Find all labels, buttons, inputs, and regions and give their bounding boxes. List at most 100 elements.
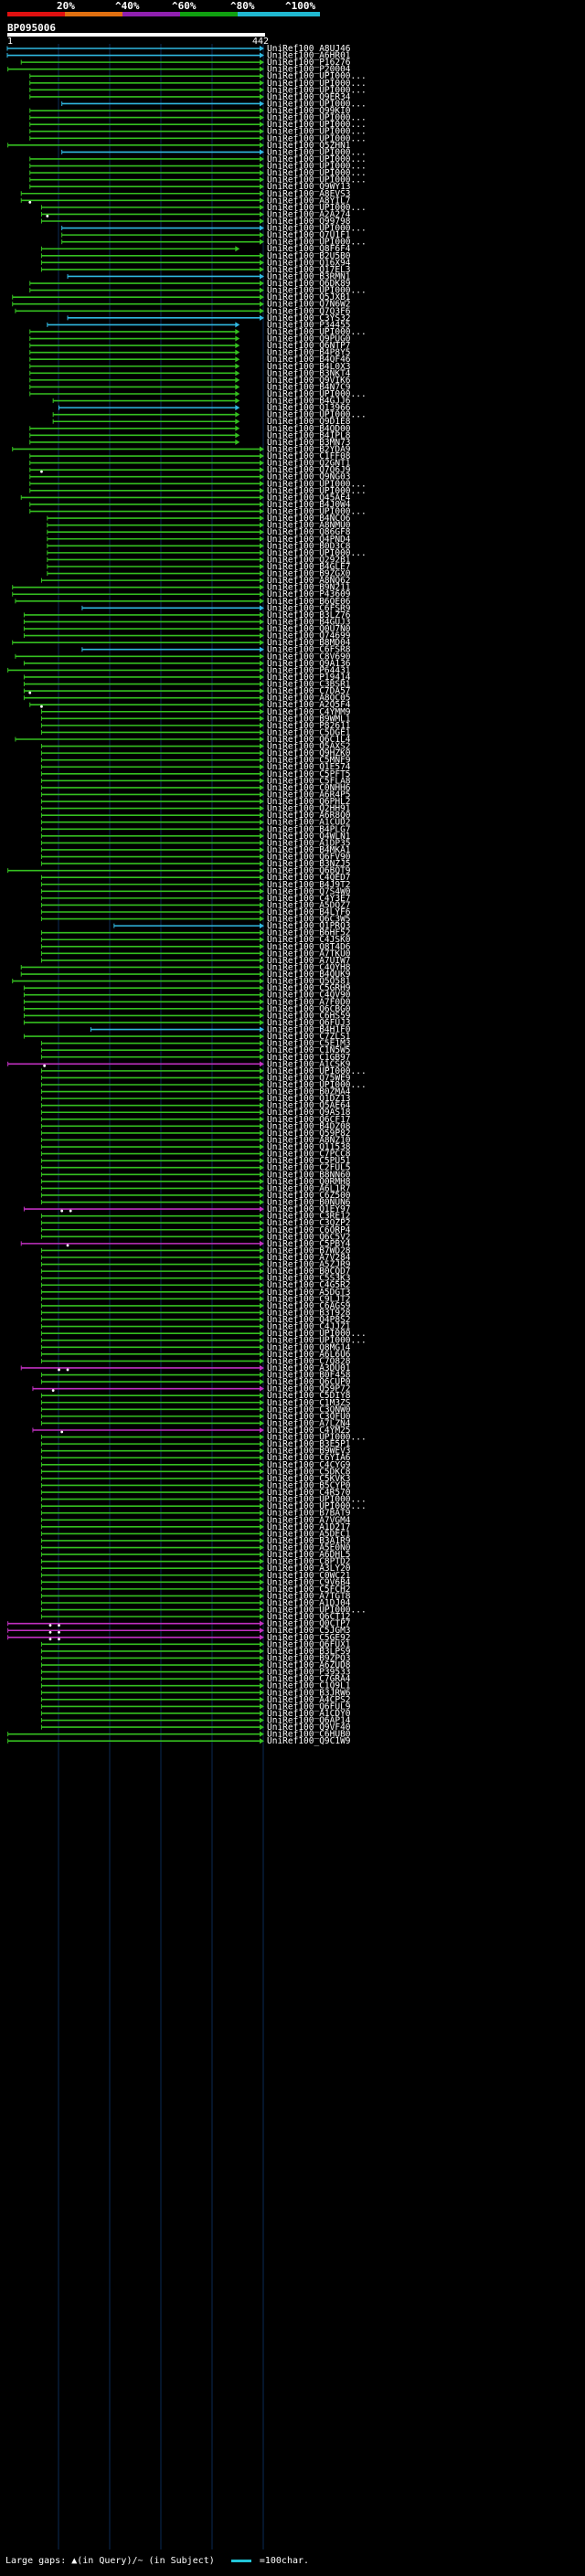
hit-label[interactable]: UniRef100_Q0U7N0 [267,624,351,634]
hit-row[interactable]: UniRef100_C0NHH6 [40,783,351,793]
hit-label[interactable]: UniRef100_C5JGM3 [267,1626,351,1636]
hit-label[interactable]: UniRef100_UPI000... [267,162,367,172]
hit-label[interactable]: UniRef100_A8NQ62 [267,576,351,586]
hit-row[interactable]: UniRef100_C1FF08 [29,451,351,461]
hit-row[interactable]: UniRef100_Q59P72 [32,1384,351,1394]
hit-row[interactable]: UniRef100_B4IPL8 [29,430,351,440]
hit-row[interactable]: UniRef100_Q6FUX1 [40,1639,351,1649]
hit-label[interactable]: UniRef100_Q7U1F1 [267,230,351,240]
hit-label[interactable]: UniRef100_A7LZN4 [267,1418,351,1428]
hit-row[interactable]: UniRef100_B9N211 [12,583,351,593]
hit-label[interactable]: UniRef100_C6AGS9 [267,1301,351,1311]
hit-row[interactable]: UniRef100_Q4PND4 [47,535,351,545]
hit-label[interactable]: UniRef100_C3BSR1 [267,680,351,690]
hit-row[interactable]: UniRef100_Q99798 [40,217,351,227]
hit-label[interactable]: UniRef100_C4YMM9 [267,707,351,717]
hit-row[interactable]: UniRef100_A5ZJR9 [40,1260,351,1270]
hit-label[interactable]: UniRef100_A6L6U6 [267,1350,351,1360]
hit-label[interactable]: UniRef100_B9WEV3 [267,1447,351,1457]
hit-label[interactable]: UniRef100_A8NZ10 [267,1135,351,1145]
hit-label[interactable]: UniRef100_C8V690 [267,652,351,662]
hit-row[interactable]: UniRef100_B4GJJ6 [52,397,351,407]
hit-label[interactable]: UniRef100_C3RE12 [267,1212,351,1222]
hit-row[interactable]: UniRef100_Q6CUP0 [40,1377,351,1387]
hit-label[interactable]: UniRef100_C1M3ZS [267,1398,351,1408]
hit-label[interactable]: UniRef100_C3QFU0 [267,1412,351,1422]
hit-label[interactable]: UniRef100_B2YDA9 [267,444,351,454]
hit-label[interactable]: UniRef100_UPI000... [267,486,367,496]
hit-label[interactable]: UniRef100_A6R8Q0 [267,811,351,821]
hit-row[interactable]: UniRef100_Q16X94 [40,258,351,268]
hit-row[interactable]: UniRef100_C5FCH2 [40,1585,351,1595]
hit-row[interactable]: UniRef100_A1D217 [40,1522,351,1532]
hit-row[interactable]: UniRef100_UPI000... [29,286,367,296]
hit-label[interactable]: UniRef100_P43609 [267,589,351,599]
hit-label[interactable]: UniRef100_B4IPL8 [267,430,351,440]
hit-label[interactable]: UniRef100_B3MN73 [267,438,351,448]
hit-row[interactable]: UniRef100_UPI000... [40,1433,367,1443]
hit-row[interactable]: UniRef100_A7VGM4 [40,1515,351,1525]
hit-row[interactable]: UniRef100_Q1EY97 [23,1204,351,1214]
hit-row[interactable]: UniRef100_Q9NG03 [29,472,351,482]
hit-label[interactable]: UniRef100_B9ZGX0 [267,569,351,579]
hit-row[interactable]: UniRef100_UPI000... [29,507,367,517]
hit-row[interactable]: UniRef100_A8YIL7 [20,196,351,206]
hit-label[interactable]: UniRef100_UPI000... [267,1606,367,1616]
hit-label[interactable]: UniRef100_B4J9T2 [267,880,351,890]
hit-row[interactable]: UniRef100_C4JJZ1 [40,1322,351,1332]
hit-row[interactable]: UniRef100_A6HR01 [6,51,351,61]
hit-row[interactable]: UniRef100_Q1DZ13 [40,1094,351,1104]
hit-row[interactable]: UniRef100_C6HS59 [23,1011,351,1021]
hit-row[interactable]: UniRef100_UPI000... [40,1066,367,1076]
hit-row[interactable]: UniRef100_A6L6U6 [40,1350,351,1360]
hit-row[interactable]: UniRef100_Q59P82 [40,1129,351,1139]
hit-row[interactable]: UniRef100_P34455 [47,320,351,330]
hit-label[interactable]: UniRef100_Q74699 [267,631,351,641]
hit-row[interactable]: UniRef100_A5E0N0 [40,1543,351,1553]
hit-label[interactable]: UniRef100_C3QZP2 [267,1218,351,1228]
hit-row[interactable]: UniRef100_A6R4P5 [40,790,351,800]
hit-label[interactable]: UniRef100_UPI000... [267,168,367,178]
hit-label[interactable]: UniRef100_B5CYP0 [267,1480,351,1490]
hit-label[interactable]: UniRef100_Q59P72 [267,1384,351,1394]
hit-row[interactable]: UniRef100_B3A1R9 [40,1536,351,1546]
hit-row[interactable]: UniRef100_C4YM25 [32,1426,351,1436]
hit-label[interactable]: UniRef100_Q0RMH8 [267,1177,351,1187]
hit-label[interactable]: UniRef100_C6FSR9 [267,603,351,613]
hit-row[interactable]: UniRef100_B4NCO6 [47,514,351,524]
hit-row[interactable]: UniRef100_C5DKC8 [40,1467,351,1477]
hit-row[interactable]: UniRef100_UPI000... [29,327,367,337]
hit-row[interactable]: UniRef100_C6Z500 [40,1191,351,1201]
hit-row[interactable]: UniRef100_Q9D1E8 [52,417,351,427]
hit-row[interactable]: UniRef100_UPI000... [29,133,367,143]
hit-label[interactable]: UniRef100_B4L0X3 [267,362,351,372]
hit-row[interactable]: UniRef100_B2U5B0 [40,251,351,261]
hit-row[interactable]: UniRef100_C3YS32 [67,313,351,323]
hit-label[interactable]: UniRef100_B4GUJ3 [267,617,351,627]
hit-label[interactable]: UniRef100_A2Q5F4 [267,700,351,710]
hit-label[interactable]: UniRef100_A1CUD2 [267,818,351,828]
hit-label[interactable]: UniRef100_A7F0D0 [267,997,351,1007]
hit-row[interactable]: UniRef100_B0CQD7 [40,1267,351,1277]
hit-row[interactable]: UniRef100_Q2HH91 [40,804,351,814]
hit-label[interactable]: UniRef100_Q2GNT1 [267,459,351,469]
hit-row[interactable]: UniRef100_A1DP35 [40,838,351,848]
hit-label[interactable]: UniRef100_UPI000... [267,1433,367,1443]
hit-row[interactable]: UniRef100_Q9PUG0 [29,334,351,345]
hit-row[interactable]: UniRef100_Q5ZHN1 [7,141,351,151]
hit-row[interactable]: UniRef100_C3QNW0 [40,1405,351,1415]
hit-row[interactable]: UniRef100_C8V690 [15,652,351,662]
hit-row[interactable]: UniRef100_Q1E574 [40,762,351,772]
hit-label[interactable]: UniRef100_Q2HH91 [267,804,351,814]
hit-row[interactable]: UniRef100_B9ZGX0 [47,569,351,579]
hit-row[interactable]: UniRef100_C5JGM3 [7,1626,351,1636]
hit-row[interactable]: UniRef100_A5DEC1 [40,1529,351,1539]
hit-row[interactable]: UniRef100_UPI000... [61,147,367,157]
hit-label[interactable]: UniRef100_A7UIW7 [267,956,351,966]
hit-row[interactable]: UniRef100_C9V6B4 [40,1577,351,1587]
hit-label[interactable]: UniRef100_Q6AP14 [267,1716,351,1726]
hit-label[interactable]: UniRef100_B9ZPQ3 [267,1653,351,1663]
hit-row[interactable]: UniRef100_B4QUK9 [20,970,351,980]
hit-label[interactable]: UniRef100_Q6BQT9 [267,866,351,876]
hit-row[interactable]: UniRef100_Q6DK89 [29,279,351,289]
